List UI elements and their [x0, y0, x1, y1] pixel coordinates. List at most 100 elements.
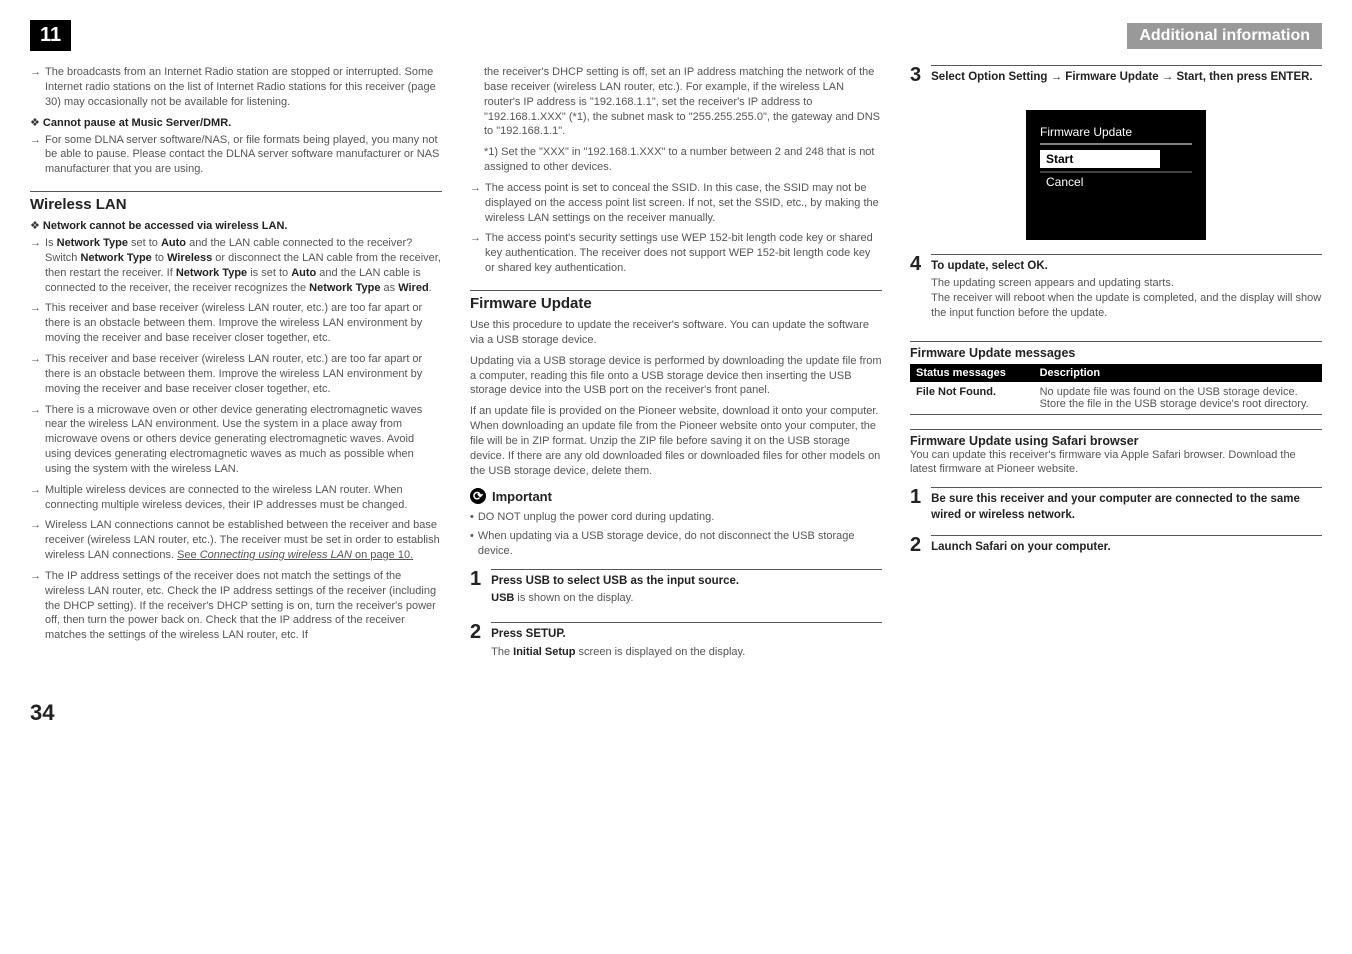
heading-firmware-messages: Firmware Update messages: [910, 341, 1322, 360]
text: to: [152, 252, 167, 264]
bullet-ssid: →The access point is set to conceal the …: [470, 181, 882, 226]
important-icon: ⟳: [470, 488, 486, 504]
text: Network Type: [309, 282, 380, 294]
chapter-number-badge: 11: [30, 20, 71, 51]
step-body: USB is shown on the display.: [491, 591, 882, 606]
bullet-far-apart-2: →This receiver and base receiver (wirele…: [30, 352, 442, 397]
text: The broadcasts from an Internet Radio st…: [45, 66, 436, 108]
step-title: Launch Safari on your computer.: [931, 535, 1322, 556]
arrow-icon: →: [1162, 71, 1174, 83]
text: as: [380, 282, 398, 294]
text: Select Option Setting: [931, 71, 1050, 83]
text: Network cannot be accessed via wireless …: [43, 220, 288, 232]
step-3: 3 Select Option Setting → Firmware Updat…: [910, 65, 1322, 88]
step-number: 3: [910, 65, 921, 88]
text: Network Type: [80, 252, 151, 264]
dialog-option-cancel: Cancel: [1046, 175, 1083, 189]
text: is set to: [247, 267, 291, 279]
text: There is a microwave oven or other devic…: [45, 403, 442, 477]
heading-cannot-pause: Cannot pause at Music Server/DMR.: [30, 116, 442, 129]
paragraph-dhcp: the receiver's DHCP setting is off, set …: [470, 65, 882, 139]
text: The access point is set to conceal the S…: [485, 181, 882, 226]
text: Wired: [398, 282, 428, 294]
paragraph-use-procedure: Use this procedure to update the receive…: [470, 318, 882, 348]
paragraph-updating-usb: Updating via a USB storage device is per…: [470, 354, 882, 399]
bullet-cannot-establish: → Wireless LAN connections cannot be est…: [30, 518, 442, 563]
step-number: 1: [470, 569, 481, 612]
text: The IP address settings of the receiver …: [45, 569, 442, 643]
bullet-do-not-unplug: DO NOT unplug the power cord during upda…: [470, 510, 882, 525]
text: Firmware Update: [1062, 71, 1162, 83]
paragraph-note1: *1) Set the "XXX" in "192.168.1.XXX" to …: [470, 145, 882, 175]
text: Initial Setup: [513, 646, 575, 658]
chapter-title: Additional information: [1127, 23, 1322, 49]
text: Cannot pause at Music Server/DMR.: [43, 117, 231, 129]
text: is shown on the display.: [514, 592, 633, 604]
column-1: →The broadcasts from an Internet Radio s…: [30, 65, 442, 670]
step-1: 1 Press USB to select USB as the input s…: [470, 569, 882, 612]
text: Auto: [291, 267, 316, 279]
bullet-network-type: → Is Network Type set to Auto and the LA…: [30, 236, 442, 295]
step-body: The Initial Setup screen is displayed on…: [491, 645, 882, 660]
text: This receiver and base receiver (wireles…: [45, 352, 442, 397]
bullet-ip-settings: →The IP address settings of the receiver…: [30, 569, 442, 643]
table-cell-value: No update file was found on the USB stor…: [1034, 382, 1322, 415]
text: The access point's security settings use…: [485, 231, 882, 276]
table-cell-key: File Not Found.: [910, 382, 1034, 415]
heading-firmware-update: Firmware Update: [470, 290, 882, 312]
text: For some DLNA server software/NAS, or fi…: [45, 133, 442, 178]
step-number: 1: [910, 487, 921, 525]
text: Multiple wireless devices are connected …: [45, 483, 442, 513]
step-title: To update, select OK.: [931, 254, 1322, 275]
step-number: 4: [910, 254, 921, 327]
text: Auto: [161, 237, 186, 249]
step-2: 2 Press SETUP. The Initial Setup screen …: [470, 622, 882, 665]
heading-wireless-lan: Wireless LAN: [30, 191, 442, 213]
heading-safari: Firmware Update using Safari browser: [910, 429, 1322, 448]
text: Start, then press ENTER.: [1173, 71, 1312, 83]
bullet-broadcasts: →The broadcasts from an Internet Radio s…: [30, 65, 442, 110]
firmware-dialog: Firmware Update Start Cancel: [1026, 94, 1206, 240]
table-header-status: Status messages: [910, 364, 1034, 382]
column-3: 3 Select Option Setting → Firmware Updat…: [910, 65, 1322, 670]
text: This receiver and base receiver (wireles…: [45, 301, 442, 346]
text: .: [429, 282, 432, 294]
step-title: Press SETUP.: [491, 622, 882, 643]
text: Is: [45, 237, 57, 249]
step-safari-2: 2 Launch Safari on your computer.: [910, 535, 1322, 558]
text: set to: [128, 237, 161, 249]
important-label: Important: [492, 489, 552, 504]
bullet-far-apart-1: →This receiver and base receiver (wirele…: [30, 301, 442, 346]
step-number: 2: [470, 622, 481, 665]
step-title: Press USB to select USB as the input sou…: [491, 569, 882, 590]
text: screen is displayed on the display.: [575, 646, 745, 658]
arrow-icon: →: [1051, 71, 1063, 83]
content-columns: → The broadcasts from an Internet Radio s…: [30, 65, 1322, 670]
text: Network Type: [176, 267, 247, 279]
firmware-messages-table: Status messages Description File Not Fou…: [910, 364, 1322, 415]
bullet-wep: →The access point's security settings us…: [470, 231, 882, 276]
step-number: 2: [910, 535, 921, 558]
page-number: 34: [30, 700, 1322, 726]
text: Network Type: [57, 237, 128, 249]
step-title: Be sure this receiver and your computer …: [931, 487, 1322, 523]
bullet-dlna: →For some DLNA server software/NAS, or f…: [30, 133, 442, 178]
column-2: the receiver's DHCP setting is off, set …: [470, 65, 882, 670]
text: USB: [491, 592, 514, 604]
bullet-multiple-devices: →Multiple wireless devices are connected…: [30, 483, 442, 513]
bullet-microwave: →There is a microwave oven or other devi…: [30, 403, 442, 477]
text: on page 10.: [352, 549, 413, 561]
text: Wireless: [167, 252, 212, 264]
paragraph-if-update-file: If an update file is provided on the Pio…: [470, 404, 882, 478]
dialog-option-start: Start: [1046, 152, 1073, 166]
heading-network-cannot: Network cannot be accessed via wireless …: [30, 219, 442, 232]
bullet-usb-disconnect: When updating via a USB storage device, …: [470, 529, 882, 559]
step-4: 4 To update, select OK. The updating scr…: [910, 254, 1322, 327]
step-body: The updating screen appears and updating…: [931, 276, 1322, 321]
table-header-description: Description: [1034, 364, 1322, 382]
text: The: [491, 646, 513, 658]
dialog-title: Firmware Update: [1040, 125, 1132, 139]
link-text: Connecting using wireless LAN: [200, 549, 352, 561]
important-heading: ⟳ Important: [470, 488, 882, 504]
paragraph-safari: You can update this receiver's firmware …: [910, 448, 1322, 478]
